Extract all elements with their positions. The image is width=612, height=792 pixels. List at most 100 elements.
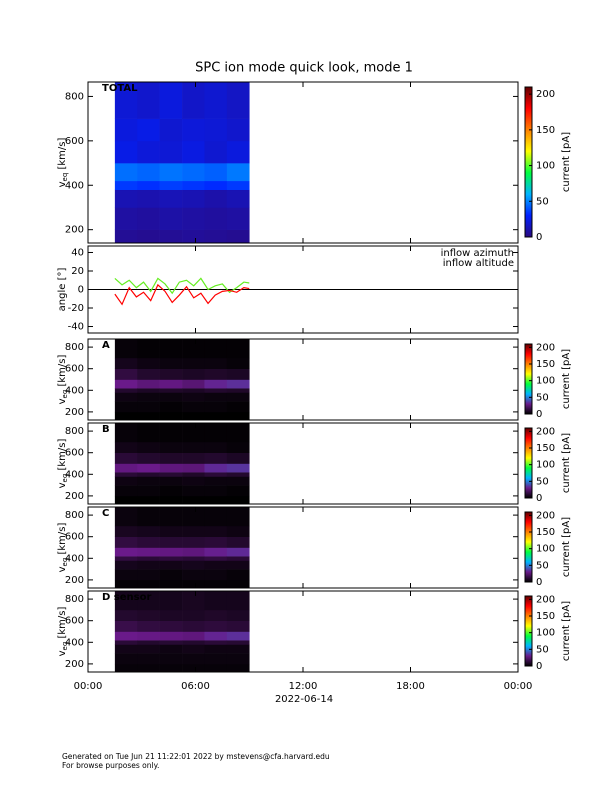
heatmap-cell: [226, 388, 250, 393]
heatmap-cell: [204, 547, 228, 557]
heatmap-cell: [182, 207, 205, 230]
heatmap-cell: [226, 556, 250, 561]
heatmap-cell: [159, 368, 183, 380]
heatmap-cell: [182, 82, 205, 119]
heatmap-cell: [137, 189, 160, 208]
heatmap-cell: [204, 180, 228, 191]
heatmap-cell: [226, 401, 250, 413]
colorbar-label: current [pA]: [561, 601, 572, 661]
heatmap-cell: [159, 339, 183, 359]
heatmap-cell: [137, 392, 160, 402]
heatmap-cell: [204, 525, 228, 537]
heatmap-cell: [137, 379, 160, 389]
heatmap-cell: [114, 525, 138, 537]
y-tick-label: 600: [65, 136, 84, 147]
heatmap-cell: [159, 640, 183, 645]
heatmap-cell: [204, 388, 228, 393]
heatmap-cell: [226, 163, 250, 182]
colorbar-tick-label: 100: [536, 544, 555, 555]
heatmap-cell: [204, 569, 228, 581]
heatmap-cell: [182, 620, 205, 632]
heatmap-cell: [159, 663, 183, 673]
panel-label: TOTAL: [102, 83, 138, 94]
heatmap-cell: [204, 339, 228, 359]
heatmap-cell: [159, 485, 183, 497]
heatmap-cell: [114, 620, 138, 632]
heatmap-cell: [137, 180, 160, 191]
heatmap-cell: [226, 547, 250, 557]
heatmap-cell: [114, 379, 138, 389]
heatmap-cell: [182, 229, 205, 244]
heatmap-cell: [182, 163, 205, 182]
heatmap-cell: [159, 547, 183, 557]
heatmap-cell: [114, 507, 138, 527]
heatmap-cell: [226, 189, 250, 208]
heatmap-cell: [137, 118, 160, 142]
heatmap-cell: [226, 411, 250, 421]
heatmap-cell: [226, 392, 250, 402]
heatmap-cell: [137, 640, 160, 645]
heatmap-cell: [114, 463, 138, 473]
heatmap-cell: [159, 401, 183, 413]
heatmap-cell: [114, 569, 138, 581]
y-axis-label: veq [km/s]: [57, 355, 69, 405]
heatmap-cell: [159, 609, 183, 621]
heatmap-cell: [159, 423, 183, 443]
heatmap-cell: [137, 140, 160, 164]
x-axis-label: 2022-06-14: [275, 694, 333, 705]
chart-title: SPC ion mode quick look, mode 1: [195, 61, 413, 76]
colorbar: [524, 511, 533, 583]
heatmap-cell: [159, 189, 183, 208]
heatmap-cell: [204, 82, 228, 119]
heatmap-cell: [182, 591, 205, 611]
heatmap-cell: [226, 368, 250, 380]
y-axis-label: veq [km/s]: [57, 607, 69, 657]
colorbar-tick-label: 200: [536, 89, 555, 100]
colorbar-tick-label: 50: [536, 196, 549, 207]
heatmap-cell: [137, 485, 160, 497]
heatmap-cell: [226, 525, 250, 537]
y-axis-label-part: eq: [61, 474, 69, 483]
heatmap-cell: [204, 229, 228, 244]
y-tick-label: -20: [68, 303, 84, 314]
heatmap-cell: [114, 591, 138, 611]
heatmap-cell: [114, 640, 138, 645]
heatmap-cell: [137, 556, 160, 561]
heatmap-cell: [226, 609, 250, 621]
x-tick-label: 18:00: [396, 681, 425, 692]
y-tick-label: 200: [65, 407, 84, 418]
y-tick-label: 400: [65, 469, 84, 480]
heatmap-cell: [204, 591, 228, 611]
heatmap-cell: [114, 118, 138, 142]
heatmap-cell: [137, 229, 160, 244]
y-tick-label: 800: [65, 594, 84, 605]
heatmap-cell: [114, 556, 138, 561]
y-tick-label: 0: [78, 285, 84, 296]
heatmap-cell: [137, 452, 160, 464]
colorbar-tick-label: 200: [536, 342, 555, 353]
heatmap-cell: [226, 118, 250, 142]
heatmap-cell: [159, 560, 183, 570]
heatmap-cell: [137, 207, 160, 230]
heatmap-cell: [182, 536, 205, 548]
y-axis-label: veq [km/s]: [57, 523, 69, 573]
heatmap-cell: [159, 644, 183, 654]
colorbar-label: current [pA]: [561, 349, 572, 409]
y-axis-label-part: v: [57, 181, 68, 187]
heatmap-cell: [137, 620, 160, 632]
colorbar: [524, 343, 533, 415]
y-axis-label-part: eq: [61, 173, 69, 182]
y-axis-label-part: eq: [61, 642, 69, 651]
heatmap-cell: [204, 663, 228, 673]
colorbar-tick-label: 100: [536, 376, 555, 387]
heatmap-cell: [114, 663, 138, 673]
colorbar-tick-label: 100: [536, 161, 555, 172]
heatmap-cell: [114, 423, 138, 443]
y-axis-label-part: [km/s]: [57, 523, 68, 558]
colorbar-tick-label: 50: [536, 560, 549, 571]
heatmap-cell: [226, 620, 250, 632]
y-axis-label-part: v: [57, 650, 68, 656]
heatmap-cell: [204, 556, 228, 561]
y-tick-label: 200: [65, 491, 84, 502]
heatmap-cell: [114, 140, 138, 164]
